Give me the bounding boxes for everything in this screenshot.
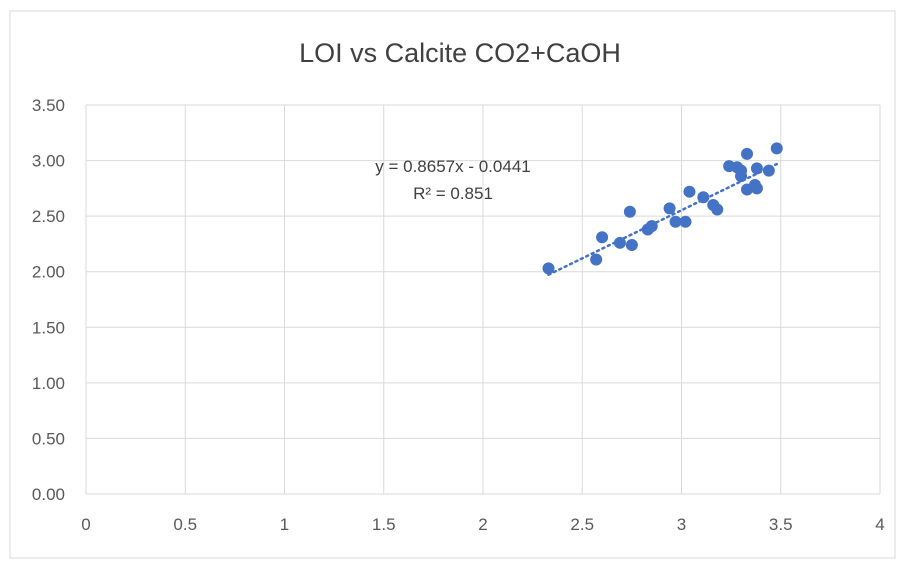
- data-point: [770, 142, 783, 155]
- data-point: [613, 236, 626, 249]
- y-tick-label: 0.50: [32, 429, 65, 448]
- x-tick-label: 1.5: [372, 515, 396, 534]
- trendline: [547, 162, 779, 276]
- x-tick-label: 1: [280, 515, 289, 534]
- data-point: [750, 162, 763, 175]
- y-tick-label: 3.50: [32, 96, 65, 115]
- data-point: [542, 262, 555, 275]
- x-tick-label: 3.5: [769, 515, 793, 534]
- x-tick-label: 2.5: [570, 515, 594, 534]
- data-point: [741, 147, 754, 160]
- data-point: [762, 164, 775, 177]
- y-tick-label: 3.00: [32, 152, 65, 171]
- data-point: [625, 239, 638, 252]
- x-tick-label: 4: [875, 515, 884, 534]
- trendline-equation-label: y = 0.8657x - 0.0441: [375, 157, 530, 176]
- x-tick-label: 0.5: [173, 515, 197, 534]
- x-axis-tick-labels: 0 0.5 1 1.5 2 2.5 3 3.5 4: [81, 515, 884, 534]
- y-tick-label: 1.50: [32, 318, 65, 337]
- trendline-layer: [547, 162, 779, 276]
- data-point: [669, 215, 682, 228]
- data-point: [645, 220, 658, 233]
- data-point: [663, 202, 676, 215]
- data-point: [735, 164, 748, 177]
- data-point: [596, 231, 609, 244]
- y-tick-label: 1.00: [32, 374, 65, 393]
- x-tick-label: 2: [478, 515, 487, 534]
- data-point: [623, 205, 636, 218]
- y-tick-label: 2.00: [32, 263, 65, 282]
- chart-title: LOI vs Calcite CO2+CaOH: [299, 38, 621, 68]
- chart-area-border: [9, 10, 896, 559]
- data-points: [542, 142, 783, 275]
- y-tick-label: 2.50: [32, 207, 65, 226]
- gridlines: [85, 104, 881, 495]
- x-tick-label: 0: [81, 515, 90, 534]
- data-point: [590, 253, 603, 266]
- x-tick-label: 3: [677, 515, 686, 534]
- y-tick-label: 0.00: [32, 485, 65, 504]
- data-point: [683, 185, 696, 198]
- data-point: [697, 191, 710, 204]
- trendline-r2-label: R² = 0.851: [413, 184, 493, 203]
- y-axis-tick-labels: 0.00 0.50 1.00 1.50 2.00 2.50 3.00 3.50: [32, 96, 65, 504]
- data-point: [679, 215, 692, 228]
- data-point: [711, 203, 724, 216]
- data-point: [750, 182, 763, 195]
